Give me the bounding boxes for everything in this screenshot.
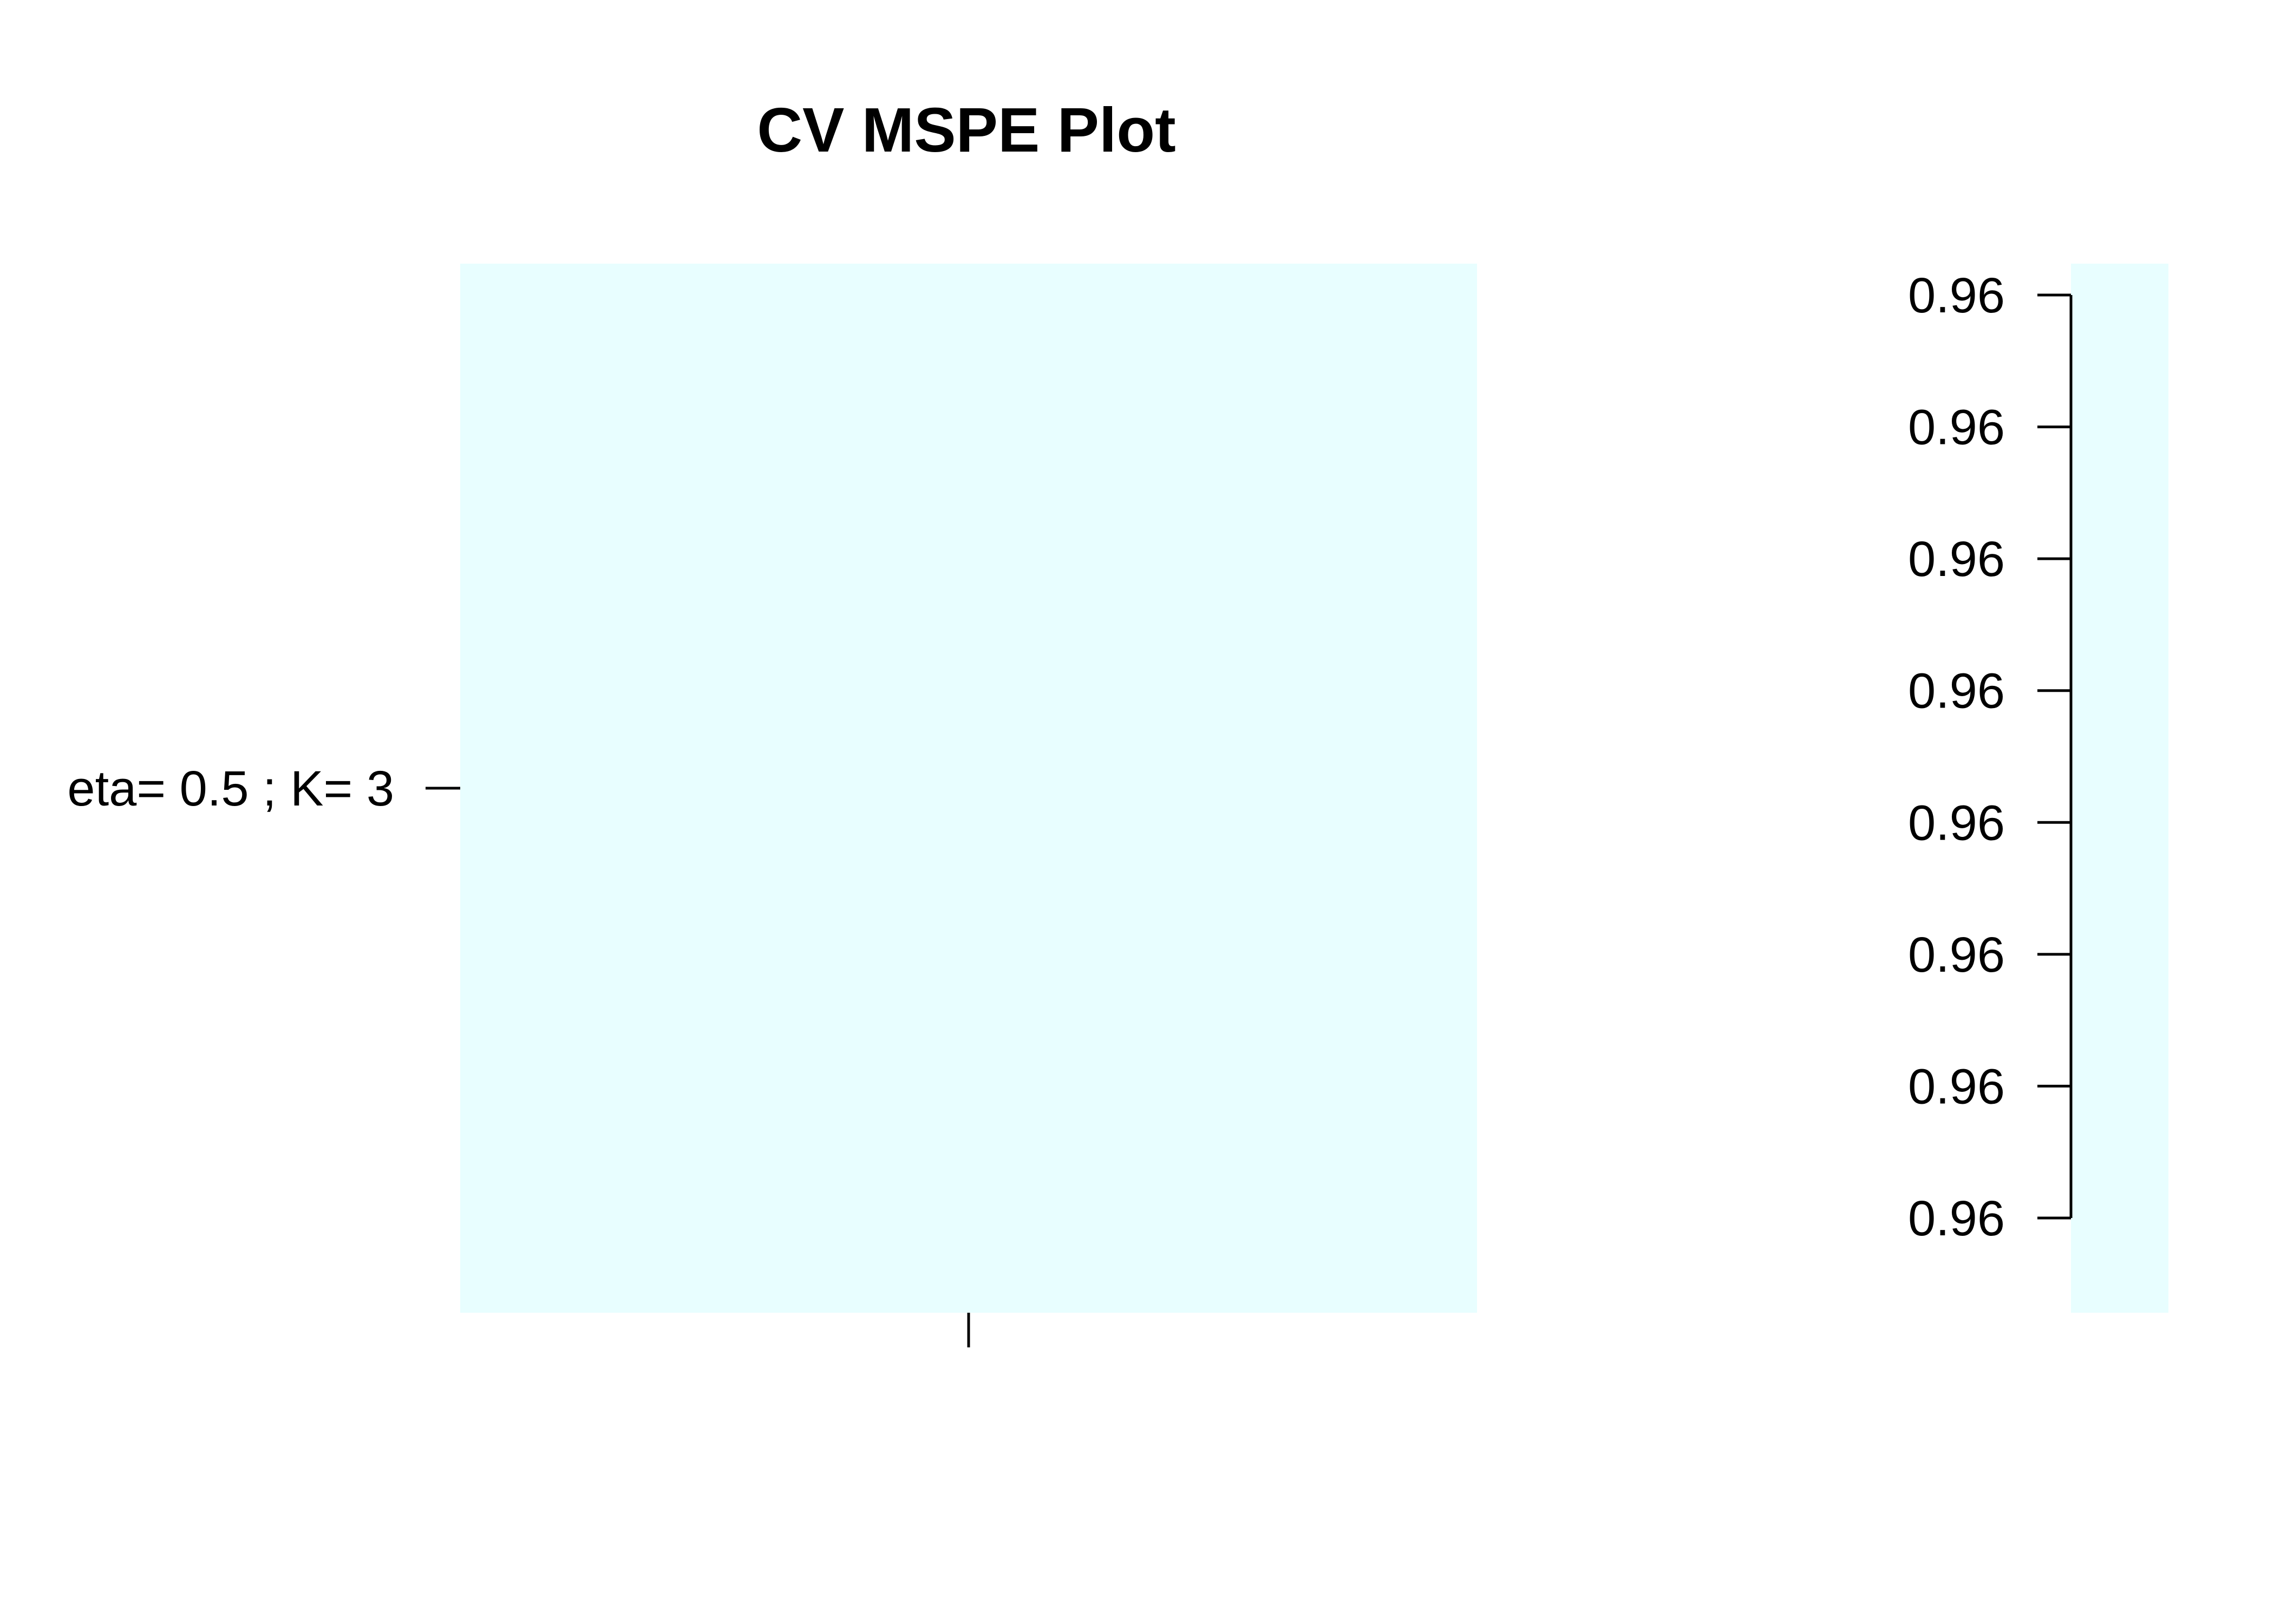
legend-tick-label: 0.96 <box>1908 1191 2005 1246</box>
legend-tick-label: 0.96 <box>1908 1059 2005 1114</box>
legend-tick-label: 0.96 <box>1908 400 2005 455</box>
chart-title: CV MSPE Plot <box>757 95 1175 165</box>
heatmap-panel: eta= 0.5 ; K= 3 <box>67 264 1477 1347</box>
legend-tick-label: 0.96 <box>1908 532 2005 587</box>
row-label: eta= 0.5 ; K= 3 <box>67 761 394 816</box>
legend-tick-label: 0.96 <box>1908 795 2005 850</box>
color-legend: 0.96 0.96 0.96 0.96 0.96 0.96 0.96 0.96 <box>1908 264 2168 1313</box>
legend-tick-label: 0.96 <box>1908 927 2005 983</box>
legend-tick-label: 0.96 <box>1908 664 2005 719</box>
legend-color-bar <box>2071 264 2168 1313</box>
heatmap-cell <box>460 264 1477 1313</box>
legend-tick-label: 0.96 <box>1908 268 2005 323</box>
